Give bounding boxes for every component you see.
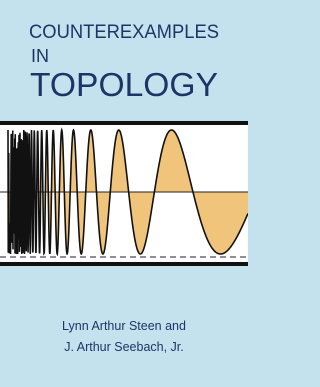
author-line: J. Arthur Seebach, Jr. <box>64 340 184 354</box>
book-cover: COUNTEREXAMPLES IN TOPOLOGY Lynn Arthur … <box>0 0 248 387</box>
title-line: IN <box>31 46 49 66</box>
page: {"cover": {"title_lines": ["COUNTEREXAMP… <box>0 0 248 387</box>
title-line: COUNTEREXAMPLES <box>29 22 219 43</box>
author-line: Lynn Arthur Steen and <box>62 319 186 333</box>
title-line: TOPOLOGY <box>30 66 218 103</box>
